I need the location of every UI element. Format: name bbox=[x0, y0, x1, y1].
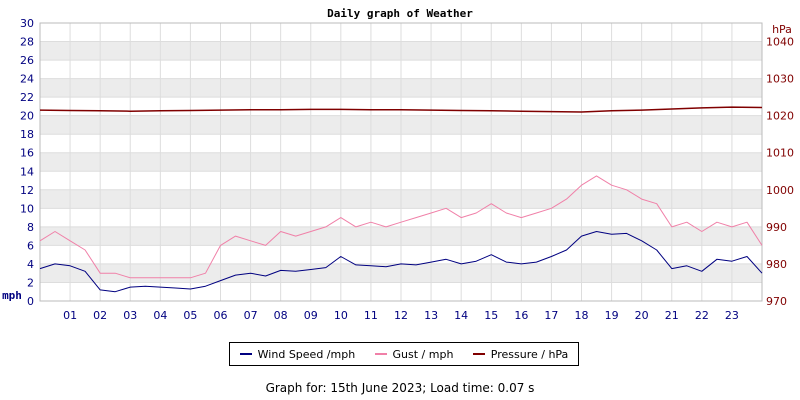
legend-label-gust: Gust / mph bbox=[392, 347, 454, 361]
legend-item-gust: Gust / mph bbox=[374, 347, 454, 361]
x-axis: 01 02 03 04 05 06 07 08 09 10 11 12 13 14 15 16 17 18 19 20… bbox=[63, 309, 739, 322]
legend-label-wind-speed: Wind Speed /mph bbox=[257, 347, 356, 361]
y-tick-left-label: 24 bbox=[20, 73, 34, 86]
y-tick-right-label: 1040 bbox=[766, 36, 794, 49]
y-tick-left-label: 2 bbox=[27, 276, 34, 289]
series-line-pressure bbox=[39, 106, 763, 113]
y-tick-left-label: 22 bbox=[20, 91, 34, 104]
x-tick-label: 11 bbox=[364, 309, 378, 322]
x-tick-label: 20 bbox=[635, 309, 649, 322]
x-tick-label: 07 bbox=[244, 309, 258, 322]
right-axis: 970 980 990 1000 1010 1020 1030 1040 bbox=[766, 36, 794, 308]
y-tick-left-label: 12 bbox=[20, 184, 34, 197]
y-tick-left-label: 16 bbox=[20, 147, 34, 160]
y-tick-right-label: 990 bbox=[766, 221, 787, 234]
y-tick-left-label: 28 bbox=[20, 36, 34, 49]
y-tick-right-label: 1030 bbox=[766, 73, 794, 86]
y-tick-left-label: 4 bbox=[27, 258, 34, 271]
x-tick-label: 10 bbox=[334, 309, 348, 322]
y-tick-left-label: 20 bbox=[20, 110, 34, 123]
x-tick-label: 16 bbox=[514, 309, 528, 322]
y-tick-right-label: 1010 bbox=[766, 147, 794, 160]
x-tick-label: 23 bbox=[725, 309, 739, 322]
y-axis-left-label: mph bbox=[2, 289, 22, 302]
legend-swatch-gust bbox=[374, 353, 387, 355]
y-tick-left-label: 14 bbox=[20, 165, 34, 178]
x-tick-label: 05 bbox=[183, 309, 197, 322]
x-tick-label: 14 bbox=[454, 309, 468, 322]
legend-item-pressure: Pressure / hPa bbox=[472, 347, 569, 361]
x-tick-label: 19 bbox=[605, 309, 619, 322]
x-tick-label: 18 bbox=[575, 309, 589, 322]
x-tick-label: 01 bbox=[63, 309, 77, 322]
y-tick-left-label: 18 bbox=[20, 128, 34, 141]
y-tick-left-label: 8 bbox=[27, 221, 34, 234]
x-tick-label: 22 bbox=[695, 309, 709, 322]
x-tick-label: 04 bbox=[153, 309, 167, 322]
y-tick-left-label: 26 bbox=[20, 54, 34, 67]
y-tick-right-label: 1020 bbox=[766, 110, 794, 123]
y-axis-right-label: hPa bbox=[772, 23, 792, 36]
x-tick-label: 08 bbox=[274, 309, 288, 322]
y-tick-right-label: 970 bbox=[766, 295, 787, 308]
y-tick-left-label: 6 bbox=[27, 239, 34, 252]
x-tick-label: 17 bbox=[544, 309, 558, 322]
x-tick-label: 02 bbox=[93, 309, 107, 322]
chart-title: Daily graph of Weather bbox=[327, 7, 473, 20]
y-tick-left-label: 0 bbox=[27, 295, 34, 308]
x-tick-label: 15 bbox=[484, 309, 498, 322]
series-line-wind-speed bbox=[39, 231, 763, 293]
y-tick-right-label: 1000 bbox=[766, 184, 794, 197]
legend-swatch-wind-speed bbox=[239, 353, 252, 355]
plot-frame bbox=[39, 22, 763, 302]
series-layer bbox=[39, 106, 763, 293]
series-line-gust bbox=[39, 175, 763, 279]
y-tick-left-label: 10 bbox=[20, 202, 34, 215]
x-tick-label: 13 bbox=[424, 309, 438, 322]
x-tick-label: 03 bbox=[123, 309, 137, 322]
x-tick-label: 12 bbox=[394, 309, 408, 322]
y-tick-left-label: 30 bbox=[20, 17, 34, 30]
legend-swatch-pressure bbox=[472, 353, 485, 355]
y-tick-right-label: 980 bbox=[766, 258, 787, 271]
legend-item-wind-speed: Wind Speed /mph bbox=[239, 347, 356, 361]
footer-text: Graph for: 15th June 2023; Load time: 0.… bbox=[265, 381, 535, 395]
legend: Wind Speed /mph Gust / mph Pressure / hP… bbox=[229, 342, 579, 366]
legend-label-pressure: Pressure / hPa bbox=[490, 347, 569, 361]
x-tick-label: 09 bbox=[304, 309, 318, 322]
x-tick-label: 06 bbox=[214, 309, 228, 322]
x-tick-label: 21 bbox=[665, 309, 679, 322]
